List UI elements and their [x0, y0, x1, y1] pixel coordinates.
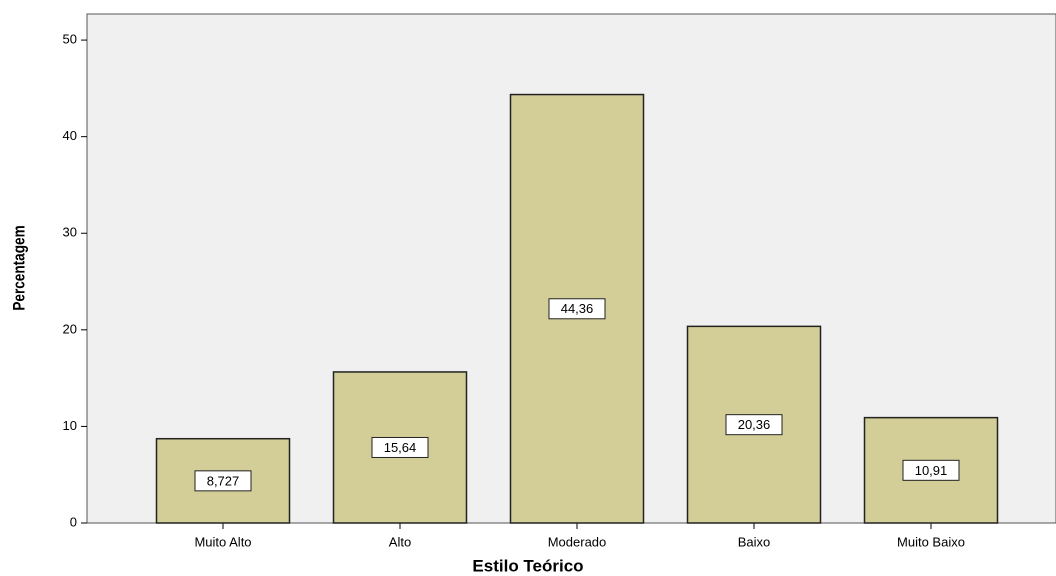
x-tick-label: Baixo: [738, 534, 771, 549]
value-label-box: [194, 470, 252, 492]
value-label: 44,36: [561, 301, 594, 316]
x-tick-label: Alto: [389, 534, 411, 549]
value-label-box: [371, 436, 429, 458]
value-label-box: [725, 414, 783, 436]
y-tick-label: 40: [63, 128, 77, 143]
y-tick-label: 0: [70, 514, 77, 529]
x-axis-title: Estilo Teórico: [472, 556, 583, 575]
value-label: 15,64: [384, 440, 417, 455]
y-tick-label: 30: [63, 225, 77, 240]
x-tick-label: Muito Baixo: [897, 534, 965, 549]
y-tick-label: 10: [63, 418, 77, 433]
value-label: 10,91: [915, 463, 948, 478]
value-label-box: [548, 298, 606, 320]
value-label: 8,727: [207, 473, 240, 488]
x-tick-label: Muito Alto: [194, 534, 251, 549]
value-label-box: [902, 459, 960, 481]
y-tick-label: 20: [63, 321, 77, 336]
y-tick-label: 50: [63, 32, 77, 47]
x-tick-label: Moderado: [548, 534, 607, 549]
value-label: 20,36: [738, 417, 771, 432]
y-axis-title: Percentagem: [10, 225, 29, 310]
